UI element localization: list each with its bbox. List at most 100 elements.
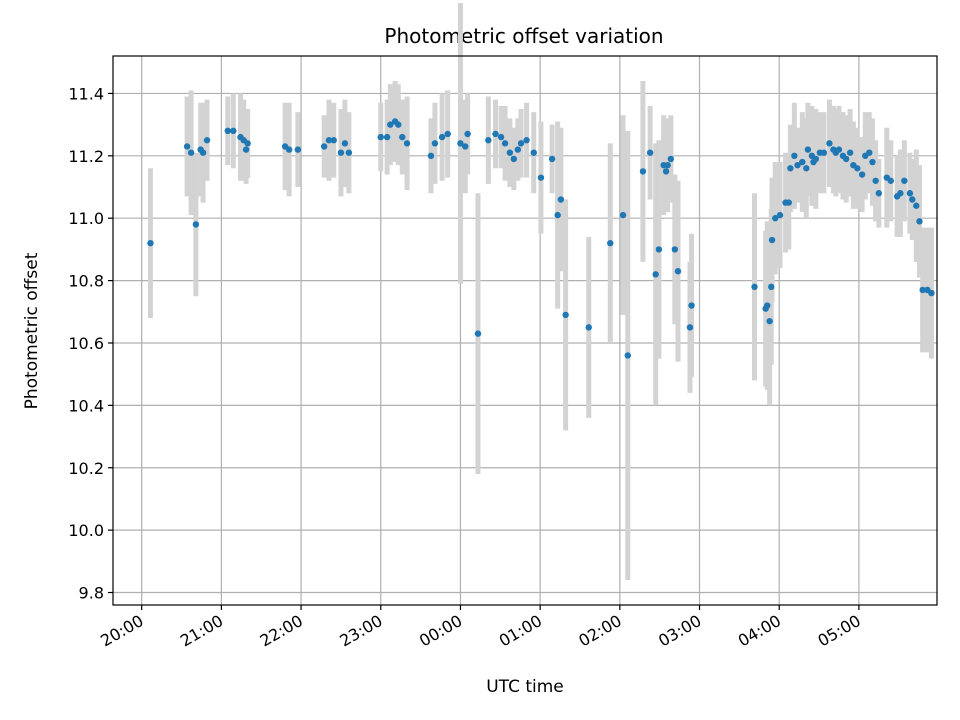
data-point — [517, 140, 525, 147]
data-point — [787, 165, 794, 172]
data-point — [842, 155, 850, 163]
data-point — [514, 146, 522, 153]
data-point — [776, 211, 784, 219]
y-tick-label: 9.8 — [79, 584, 104, 603]
data-point — [655, 246, 663, 253]
data-point — [457, 140, 464, 147]
data-point — [387, 121, 394, 128]
data-point — [768, 283, 775, 291]
y-tick-label: 10.2 — [68, 459, 104, 478]
data-point — [497, 133, 505, 141]
y-tick-label: 10.4 — [68, 396, 104, 415]
data-point — [919, 286, 926, 294]
data-point — [812, 155, 820, 163]
data-point — [330, 137, 337, 144]
y-tick-label: 10.8 — [68, 272, 104, 291]
data-point — [804, 146, 812, 153]
data-point — [887, 177, 894, 184]
data-point — [320, 143, 328, 150]
data-point — [686, 324, 694, 331]
data-point — [501, 140, 509, 147]
data-point — [764, 302, 771, 309]
data-point — [607, 239, 614, 247]
data-point — [192, 221, 200, 228]
y-axis-title: Photometric offset — [22, 252, 42, 409]
data-point — [854, 165, 861, 172]
x-tick-label: 21:00 — [177, 611, 226, 651]
data-point — [624, 352, 632, 359]
data-point — [183, 143, 191, 150]
data-point — [869, 158, 876, 166]
data-point — [772, 215, 779, 222]
data-point — [751, 283, 758, 291]
data-point — [554, 211, 561, 219]
data-point — [928, 289, 935, 297]
data-point — [325, 137, 333, 144]
data-point — [858, 171, 866, 178]
data-point — [530, 149, 537, 156]
x-tick-label: 03:00 — [655, 611, 704, 651]
y-tick-label: 10.6 — [68, 334, 104, 353]
data-point — [667, 155, 675, 163]
data-point — [395, 121, 402, 128]
data-point — [464, 130, 471, 138]
data-point — [826, 140, 833, 147]
data-point — [766, 317, 773, 325]
data-point — [585, 324, 592, 331]
x-axis-ticks: 20:00 21:00 22:00 23:00 00:00 01:00 02:00 03:00… — [97, 605, 864, 651]
data-points — [147, 118, 935, 359]
data-point — [799, 158, 806, 166]
data-point — [897, 190, 904, 197]
data-point — [537, 174, 545, 181]
data-point — [913, 202, 920, 209]
data-point — [294, 146, 302, 153]
data-point — [662, 168, 670, 175]
x-tick-label: 01:00 — [496, 611, 545, 651]
data-point — [431, 140, 439, 147]
x-axis-title: UTC time — [486, 677, 564, 697]
x-tick-label: 02:00 — [575, 611, 624, 651]
data-point — [403, 140, 411, 147]
data-point — [664, 161, 671, 169]
x-tick-label: 00:00 — [416, 611, 465, 651]
data-point — [224, 127, 231, 135]
x-tick-label: 04:00 — [735, 611, 784, 651]
data-point — [444, 130, 451, 138]
data-point — [377, 133, 384, 141]
x-tick-label: 05:00 — [814, 611, 863, 651]
data-point — [199, 149, 207, 156]
data-point — [906, 190, 914, 197]
data-point — [875, 190, 883, 197]
data-point — [652, 271, 659, 278]
error-bars — [147, 2, 934, 581]
data-point — [474, 330, 482, 337]
data-point — [785, 199, 792, 206]
data-point — [820, 149, 828, 156]
data-point — [794, 161, 801, 169]
data-point — [916, 218, 923, 225]
data-point — [872, 177, 879, 184]
x-tick-label: 23:00 — [336, 611, 385, 651]
data-point — [557, 196, 565, 203]
data-point — [688, 302, 695, 309]
chart-title: Photometric offset variation — [384, 24, 663, 48]
data-point — [462, 143, 469, 150]
data-point — [345, 149, 353, 156]
data-point — [244, 140, 251, 147]
data-point — [803, 165, 810, 172]
data-point — [230, 127, 237, 135]
y-tick-label: 11.0 — [68, 209, 104, 228]
data-point — [671, 246, 679, 253]
data-point — [510, 155, 518, 163]
data-point — [866, 149, 873, 156]
y-tick-label: 11.4 — [68, 84, 104, 103]
data-point — [523, 137, 530, 144]
data-point — [901, 177, 908, 184]
data-point — [187, 149, 195, 156]
data-point — [485, 137, 492, 144]
data-point — [242, 146, 250, 153]
data-point — [646, 149, 654, 156]
data-point — [285, 146, 293, 153]
data-point — [619, 211, 627, 219]
